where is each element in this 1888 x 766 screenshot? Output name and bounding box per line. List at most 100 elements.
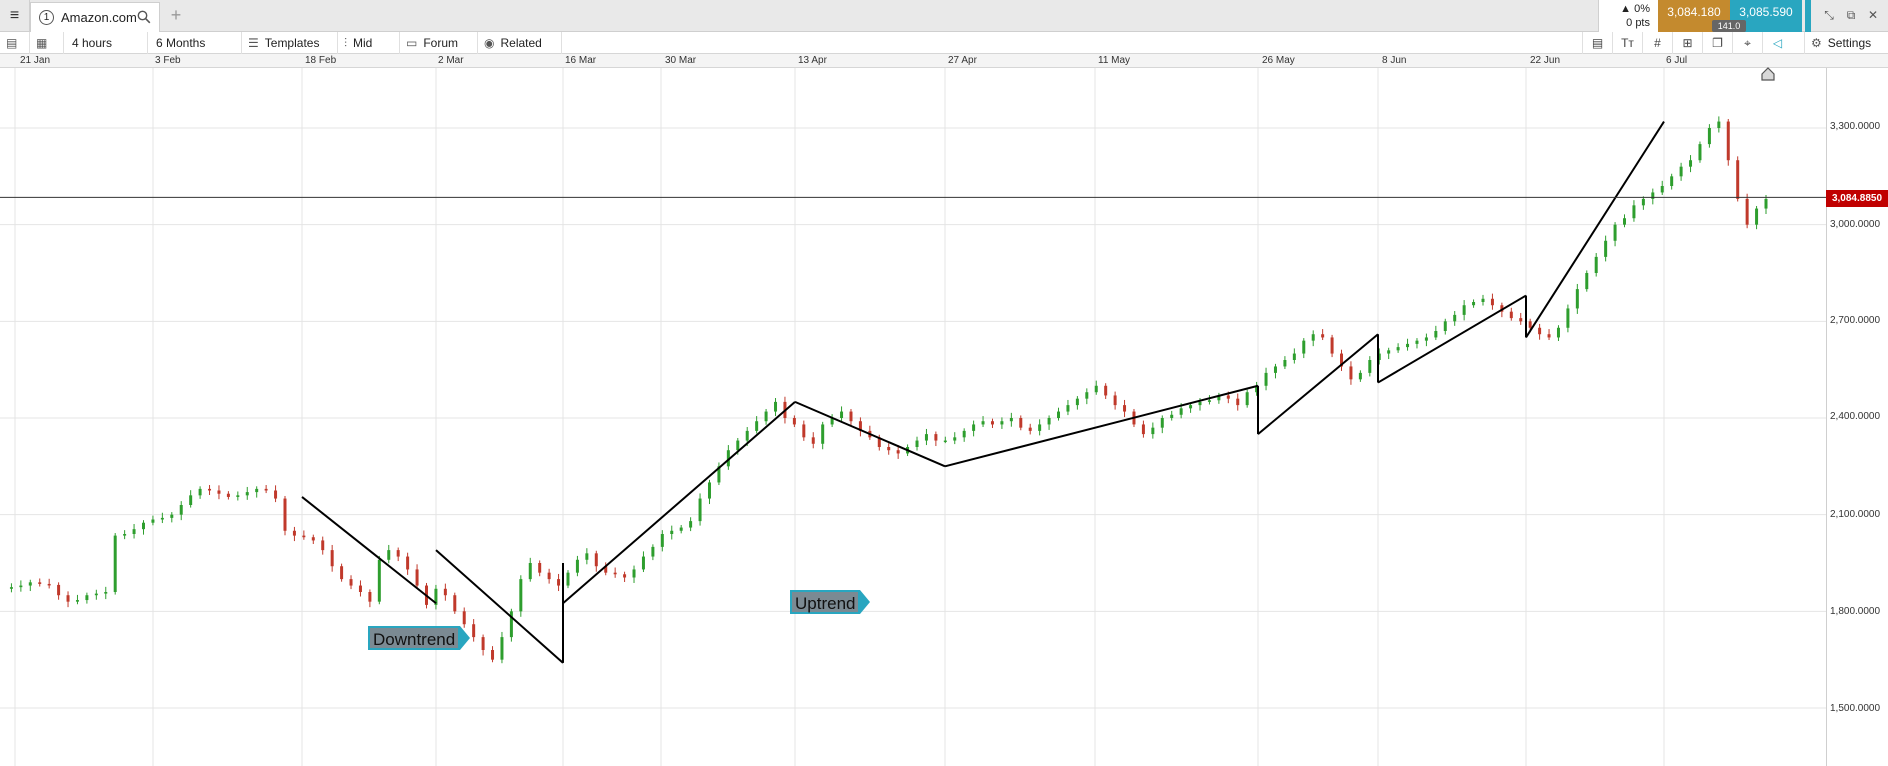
templates-button[interactable]: ☰ Templates: [242, 32, 338, 54]
candle-body: [255, 488, 259, 493]
date-label: 21 Jan: [20, 55, 51, 66]
candle-body: [1424, 337, 1428, 341]
candle-body: [726, 450, 730, 467]
close-icon[interactable]: ✕: [1867, 8, 1879, 22]
date-axis: 21 Jan 3 Feb 18 Feb 2 Mar 16 Mar 30 Mar …: [0, 54, 1888, 68]
candle-body: [75, 600, 79, 602]
layout-icon[interactable]: ▦: [30, 32, 64, 54]
candle-body: [1726, 121, 1730, 161]
candle-body: [94, 593, 98, 596]
change-percent: 0%: [1634, 3, 1650, 15]
candle-body: [406, 556, 410, 570]
candle-body: [1330, 337, 1334, 354]
candle-body: [981, 421, 985, 425]
menu-icon[interactable]: ≡: [0, 0, 30, 32]
candle-body: [660, 534, 664, 547]
candle-body: [1623, 218, 1627, 225]
candle-body: [924, 434, 928, 441]
candle-body: [849, 411, 853, 422]
shrink-icon[interactable]: ⤡: [1824, 8, 1834, 22]
date-label: 11 May: [1098, 55, 1131, 66]
candle-body: [330, 550, 334, 567]
candle-body: [1321, 334, 1325, 338]
candle-body: [585, 553, 589, 560]
candle-body: [707, 482, 711, 499]
candle-body: [1453, 314, 1457, 322]
candle-body: [1368, 360, 1372, 373]
candle-body: [1207, 400, 1211, 402]
candle-body: [226, 493, 230, 497]
add-tab-button[interactable]: +: [170, 5, 182, 25]
candle-body: [538, 563, 542, 573]
mid-label: Mid: [353, 36, 373, 50]
downtrend-arrow-icon: [460, 626, 471, 650]
candle-body: [396, 550, 400, 557]
mid-button[interactable]: ⫶ Mid: [338, 32, 400, 54]
candle-body: [858, 421, 862, 431]
candle-body: [104, 592, 108, 594]
candle-body: [236, 495, 240, 497]
candle-body: [132, 529, 136, 534]
candle-body: [1226, 395, 1230, 399]
y-tick-label: 1,500.0000: [1830, 703, 1881, 714]
crosshair-icon[interactable]: ⌖: [1732, 32, 1762, 54]
candle-body: [1066, 405, 1070, 412]
candle-body: [1179, 408, 1183, 415]
candle-body: [1396, 347, 1400, 351]
candle-body: [1057, 411, 1061, 418]
home-icon[interactable]: [1760, 66, 1776, 87]
candle-body: [962, 430, 966, 438]
candle-body: [321, 540, 325, 551]
candle-body: [208, 488, 212, 491]
candle-body: [123, 534, 127, 536]
trend-line: [794, 400, 946, 468]
trend-line: [301, 496, 437, 605]
related-label: Related: [500, 36, 542, 50]
candle-body: [311, 537, 315, 541]
list-icon[interactable]: ▤: [0, 32, 30, 54]
notes-icon[interactable]: ▤: [1582, 32, 1612, 54]
candle-body: [1651, 192, 1655, 199]
drawing-icon[interactable]: ⊞: [1672, 32, 1702, 54]
settings-button[interactable]: ⚙ Settings: [1804, 32, 1888, 54]
candle-body: [377, 559, 381, 602]
interval-select[interactable]: 4 hours: [64, 32, 148, 54]
tab-amazon[interactable]: 1 Amazon.com: [30, 2, 160, 32]
sell-price: 3,084.180: [1667, 5, 1721, 19]
candle-body: [1349, 366, 1353, 380]
candle-body: [717, 466, 721, 483]
layout-strip[interactable]: [1805, 0, 1811, 32]
popout-icon[interactable]: ⧉: [1846, 8, 1856, 22]
candle-body: [604, 566, 608, 573]
eye-icon: ◉: [484, 36, 495, 50]
price-chart[interactable]: [0, 68, 1888, 766]
date-label: 8 Jun: [1382, 55, 1407, 66]
candle-body: [1679, 166, 1683, 177]
candle-body: [698, 498, 702, 522]
range-select[interactable]: 6 Months: [148, 32, 242, 54]
candle-body: [632, 569, 636, 578]
sell-button[interactable]: 3,084.180: [1658, 0, 1730, 32]
candle-body: [1585, 273, 1589, 290]
candle-body: [1273, 366, 1277, 373]
windows-icon[interactable]: ❐: [1702, 32, 1732, 54]
candle-body: [1264, 372, 1268, 386]
candle-body: [1641, 198, 1645, 206]
related-button[interactable]: ◉ Related: [478, 32, 562, 54]
tag-icon[interactable]: ◁: [1762, 32, 1792, 54]
candle-body: [160, 517, 164, 520]
forum-button[interactable]: ▭ Forum: [400, 32, 478, 54]
candle-body: [1670, 176, 1674, 186]
candle-body: [1189, 405, 1193, 409]
date-label: 16 Mar: [565, 55, 597, 66]
downtrend-label: Downtrend: [368, 626, 471, 650]
candle-body: [1604, 240, 1608, 257]
candle-body: [1094, 385, 1098, 393]
grid-icon[interactable]: #: [1642, 32, 1672, 54]
date-label: 2 Mar: [438, 55, 464, 66]
search-icon[interactable]: [137, 10, 151, 27]
candle-body: [1000, 421, 1004, 425]
text-size-icon[interactable]: Tт: [1612, 32, 1642, 54]
candle-body: [283, 498, 287, 531]
candle-body: [38, 582, 42, 584]
